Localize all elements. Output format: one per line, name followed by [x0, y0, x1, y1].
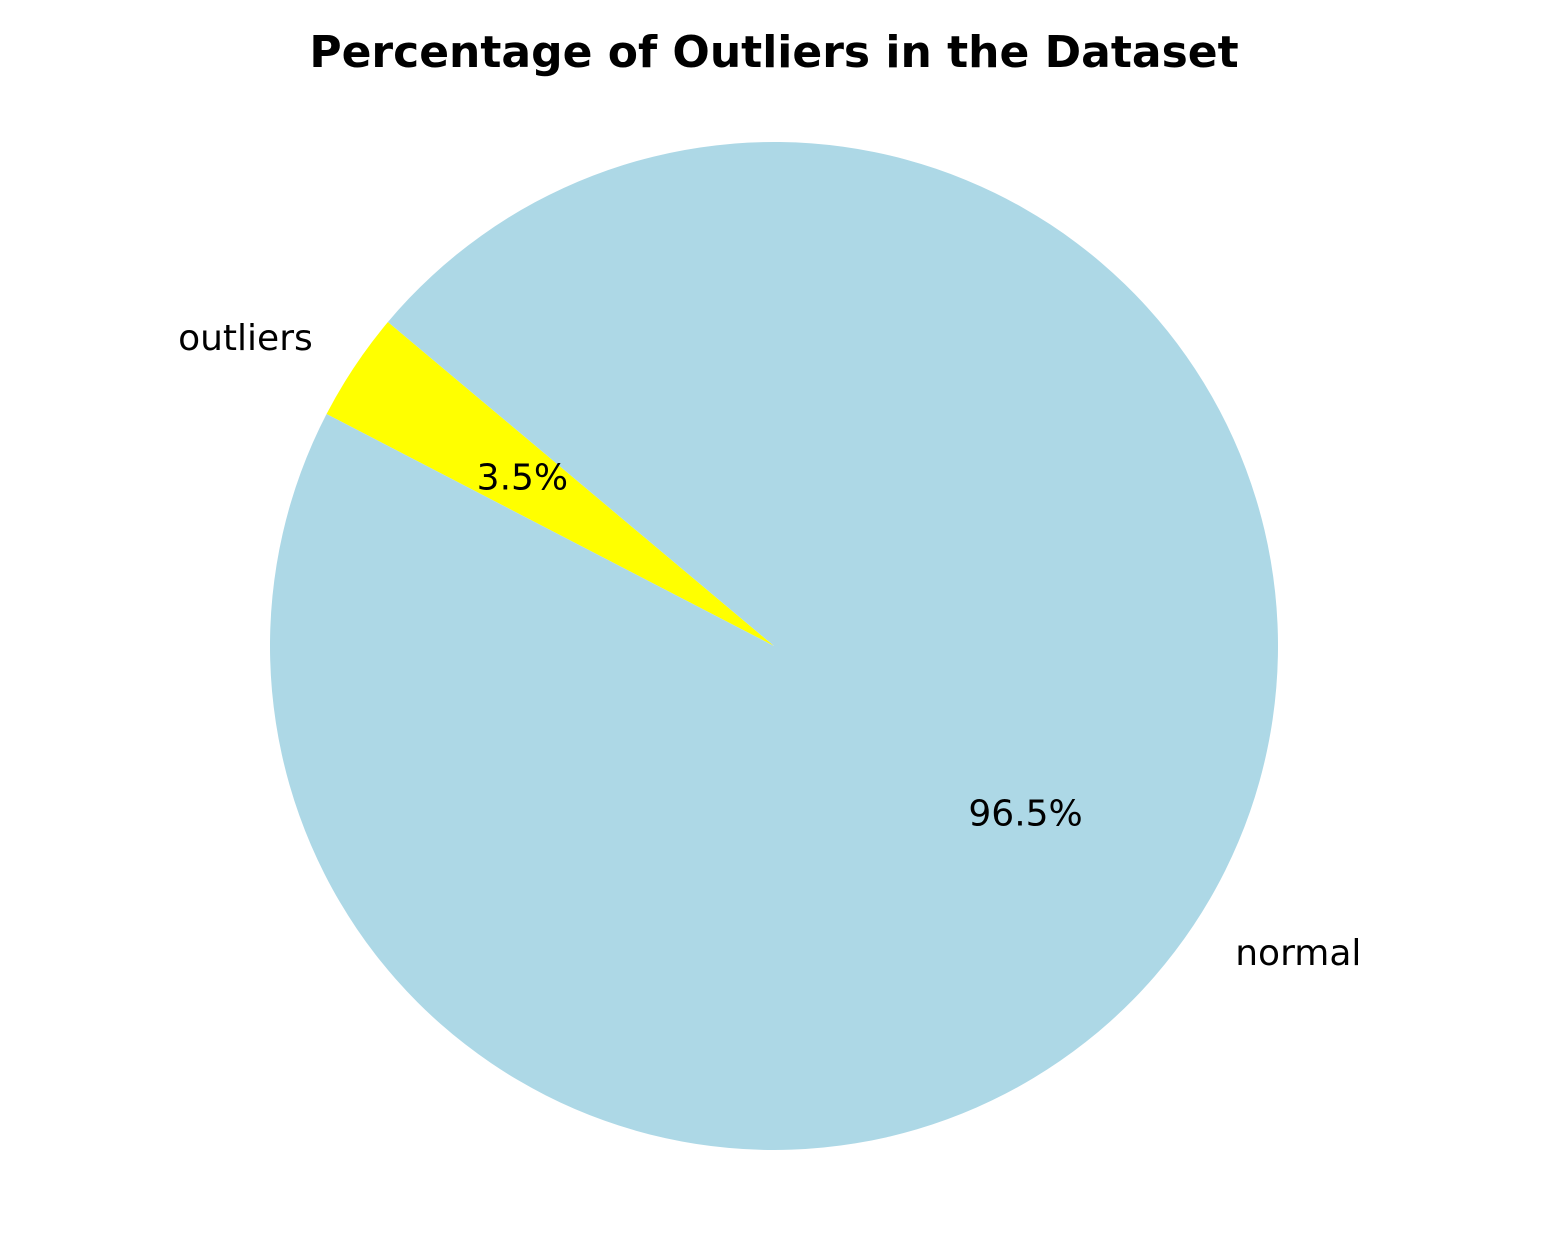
chart-title: Percentage of Outliers in the Dataset [309, 27, 1238, 78]
slice-label-outliers: outliers [178, 318, 313, 359]
pie-labels: outliers 3.5% normal 96.5% [178, 318, 1361, 974]
pie-slices [269, 142, 1279, 1151]
pct-label-normal: 96.5% [968, 793, 1082, 834]
slice-label-normal: normal [1235, 933, 1361, 974]
pct-label-outliers: 3.5% [477, 458, 568, 499]
pie-slice-outliers [326, 322, 774, 646]
pie-slice-normal [269, 142, 1279, 1151]
